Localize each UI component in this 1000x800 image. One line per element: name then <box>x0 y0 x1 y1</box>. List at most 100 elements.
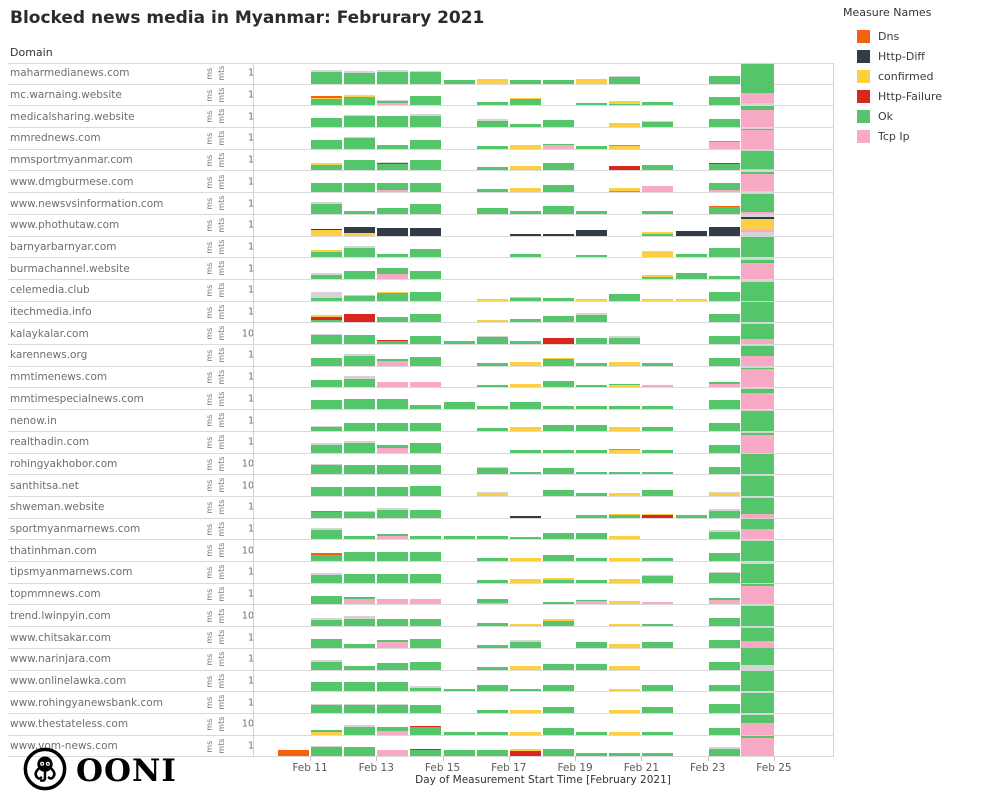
bar-segment-other[interactable] <box>740 431 774 433</box>
measurement-bar[interactable] <box>642 185 674 193</box>
measurement-bar[interactable] <box>476 78 508 84</box>
measurement-bar[interactable] <box>509 319 541 323</box>
measurement-bar[interactable] <box>476 336 508 345</box>
measurement-bar[interactable] <box>476 119 508 128</box>
legend-item-ok[interactable]: Ok <box>843 106 997 126</box>
measurement-bar[interactable] <box>311 228 342 236</box>
bar-segment-Ok[interactable] <box>311 319 342 323</box>
bar-segment-confirmed[interactable] <box>609 362 641 366</box>
measurement-bar[interactable] <box>542 664 574 670</box>
bar-segment-Ok[interactable] <box>311 204 342 214</box>
bar-segment-Ok[interactable] <box>410 313 442 323</box>
measurement-bar[interactable] <box>642 250 674 258</box>
bar-segment-other[interactable] <box>576 313 608 315</box>
bar-segment-Ok[interactable] <box>576 515 608 518</box>
bar-segment-Tcp Ip[interactable] <box>377 361 409 366</box>
measurement-bar[interactable] <box>476 598 508 605</box>
bar-segment-Ok[interactable] <box>576 580 608 583</box>
measurement-bar[interactable] <box>642 489 674 496</box>
bar-segment-other[interactable] <box>344 725 376 728</box>
measurement-bar[interactable] <box>410 598 442 605</box>
bar-segment-Ok[interactable] <box>410 95 442 106</box>
bar-segment-Ok[interactable] <box>377 465 409 475</box>
bar-segment-other[interactable] <box>344 441 376 443</box>
bar-segment-Ok[interactable] <box>740 128 774 131</box>
measurement-bar[interactable] <box>443 341 475 345</box>
measurement-bar[interactable] <box>311 250 342 258</box>
measurement-bar[interactable] <box>609 336 641 345</box>
bar-segment-Ok[interactable] <box>344 335 376 345</box>
bar-segment-other[interactable] <box>311 573 342 576</box>
measurement-bar[interactable] <box>344 376 376 388</box>
bar-segment-Ok[interactable] <box>576 533 608 540</box>
bar-segment-Ok[interactable] <box>708 381 740 384</box>
bar-segment-Ok[interactable] <box>576 102 608 106</box>
bar-segment-confirmed[interactable] <box>509 166 541 171</box>
bar-segment-Ok[interactable] <box>476 428 508 431</box>
bar-segment-Ok[interactable] <box>576 363 608 366</box>
measurement-bar[interactable] <box>344 725 376 735</box>
bar-segment-Ok[interactable] <box>542 684 574 692</box>
bar-segment-other[interactable] <box>377 704 409 706</box>
bar-segment-Http-Diff[interactable] <box>509 233 541 236</box>
bar-segment-Ok[interactable] <box>377 164 409 171</box>
bar-segment-Ok[interactable] <box>344 399 376 410</box>
measurement-bar[interactable] <box>576 254 608 258</box>
bar-segment-Http-Failure[interactable] <box>311 316 342 320</box>
bar-segment-Ok[interactable] <box>344 552 376 562</box>
measurement-bar[interactable] <box>344 535 376 540</box>
bar-segment-confirmed[interactable] <box>609 535 641 540</box>
measurement-bar[interactable] <box>576 313 608 323</box>
bar-segment-Ok[interactable] <box>377 423 409 431</box>
legend-item-http-failure[interactable]: Http-Failure <box>843 86 997 106</box>
bar-segment-other[interactable] <box>476 119 508 121</box>
measurement-bar[interactable] <box>410 95 442 106</box>
bar-segment-Ok[interactable] <box>708 573 740 583</box>
bar-segment-Ok[interactable] <box>740 84 774 93</box>
measurement-bar[interactable] <box>509 623 541 627</box>
bar-segment-Ok[interactable] <box>509 123 541 128</box>
bar-segment-other[interactable] <box>740 191 774 193</box>
measurement-bar[interactable] <box>642 602 674 605</box>
bar-segment-other[interactable] <box>344 136 376 139</box>
measurement-bar[interactable] <box>377 618 409 627</box>
bar-segment-Ok[interactable] <box>740 193 774 213</box>
measurement-bar[interactable] <box>476 406 508 410</box>
bar-segment-Ok[interactable] <box>740 150 774 169</box>
measurement-bar[interactable] <box>576 211 608 214</box>
bar-segment-Ok[interactable] <box>377 727 409 732</box>
measurement-bar[interactable] <box>377 508 409 518</box>
measurement-bar[interactable] <box>675 272 707 279</box>
measurement-bar[interactable] <box>642 623 674 627</box>
bar-segment-Dns[interactable] <box>311 96 342 98</box>
bar-segment-other[interactable] <box>311 618 342 620</box>
bar-segment-Tcp Ip[interactable] <box>740 434 774 453</box>
measurement-bar[interactable] <box>740 84 774 106</box>
measurement-bar[interactable] <box>576 298 608 301</box>
measurement-bar[interactable] <box>509 233 541 236</box>
bar-segment-other[interactable] <box>344 353 376 356</box>
measurement-bar[interactable] <box>740 301 774 323</box>
measurement-bar[interactable] <box>377 663 409 670</box>
bar-segment-Ok[interactable] <box>708 704 740 713</box>
bar-segment-Ok[interactable] <box>740 736 774 739</box>
bar-segment-Ok[interactable] <box>476 120 508 128</box>
bar-segment-confirmed[interactable] <box>708 493 740 496</box>
measurement-bar[interactable] <box>377 116 409 128</box>
bar-segment-Tcp Ip[interactable] <box>740 130 774 149</box>
bar-segment-Ok[interactable] <box>642 102 674 106</box>
bar-segment-Ok[interactable] <box>344 682 376 692</box>
measurement-bar[interactable] <box>344 313 376 323</box>
measurement-bar[interactable] <box>708 444 740 453</box>
bar-segment-Tcp Ip[interactable] <box>708 383 740 388</box>
measurement-bar[interactable] <box>609 579 641 583</box>
bar-segment-Tcp Ip[interactable] <box>377 750 409 757</box>
bar-segment-Ok[interactable] <box>708 684 740 692</box>
bar-segment-Ok[interactable] <box>476 580 508 583</box>
measurement-bar[interactable] <box>476 145 508 149</box>
measurement-bar[interactable] <box>609 144 641 149</box>
measurement-bar[interactable] <box>377 144 409 149</box>
bar-segment-confirmed[interactable] <box>509 749 541 751</box>
measurement-bar[interactable] <box>509 97 541 106</box>
measurement-bar[interactable] <box>311 400 342 410</box>
